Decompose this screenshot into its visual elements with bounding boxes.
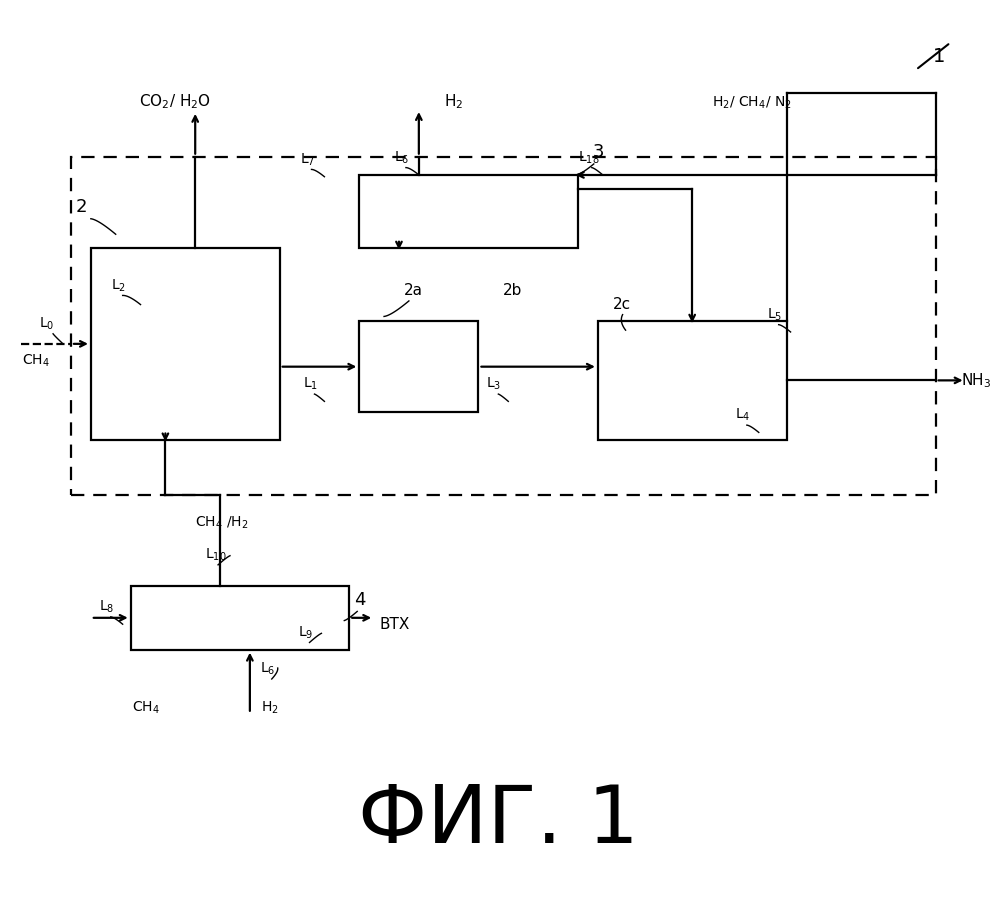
Text: L$_6$: L$_6$	[394, 149, 409, 166]
Bar	[359, 321, 478, 412]
Text: L$_{18}$: L$_{18}$	[578, 149, 599, 166]
Text: 4: 4	[354, 591, 366, 608]
Text: L$_2$: L$_2$	[111, 278, 126, 294]
Text: NH$_3$: NH$_3$	[961, 371, 991, 389]
Text: L$_9$: L$_9$	[298, 624, 313, 640]
Text: L$_5$: L$_5$	[767, 307, 782, 322]
Text: H$_2$/ CH$_4$/ N$_2$: H$_2$/ CH$_4$/ N$_2$	[712, 94, 792, 111]
Text: BTX: BTX	[379, 616, 409, 632]
Text: 2: 2	[76, 198, 87, 216]
Text: L$_7$: L$_7$	[300, 151, 315, 168]
Text: CH$_4$ /H$_2$: CH$_4$ /H$_2$	[195, 515, 249, 531]
Bar	[71, 157, 936, 495]
Text: H$_2$: H$_2$	[444, 93, 463, 111]
Text: CO$_2$/ H$_2$O: CO$_2$/ H$_2$O	[139, 93, 211, 111]
Text: 3: 3	[593, 143, 604, 161]
Text: L$_4$: L$_4$	[735, 407, 750, 423]
Bar	[131, 586, 349, 649]
Bar	[359, 175, 578, 248]
Text: L$_6$: L$_6$	[260, 660, 275, 677]
Text: ФИГ. 1: ФИГ. 1	[358, 782, 639, 860]
Text: 2c: 2c	[613, 297, 631, 311]
Text: 2b: 2b	[503, 283, 523, 299]
Bar	[598, 321, 787, 440]
Text: L$_8$: L$_8$	[99, 599, 114, 615]
Text: L$_1$: L$_1$	[303, 376, 318, 392]
Text: H$_2$: H$_2$	[261, 700, 279, 716]
Text: 1: 1	[933, 47, 946, 66]
Text: L$_{10}$: L$_{10}$	[205, 547, 227, 563]
Bar	[91, 248, 280, 440]
Text: L$_0$: L$_0$	[39, 316, 55, 332]
Text: L$_3$: L$_3$	[486, 376, 502, 392]
Text: CH$_4$: CH$_4$	[132, 700, 159, 716]
Text: 2a: 2a	[404, 283, 423, 299]
Text: CH$_4$: CH$_4$	[22, 353, 50, 369]
